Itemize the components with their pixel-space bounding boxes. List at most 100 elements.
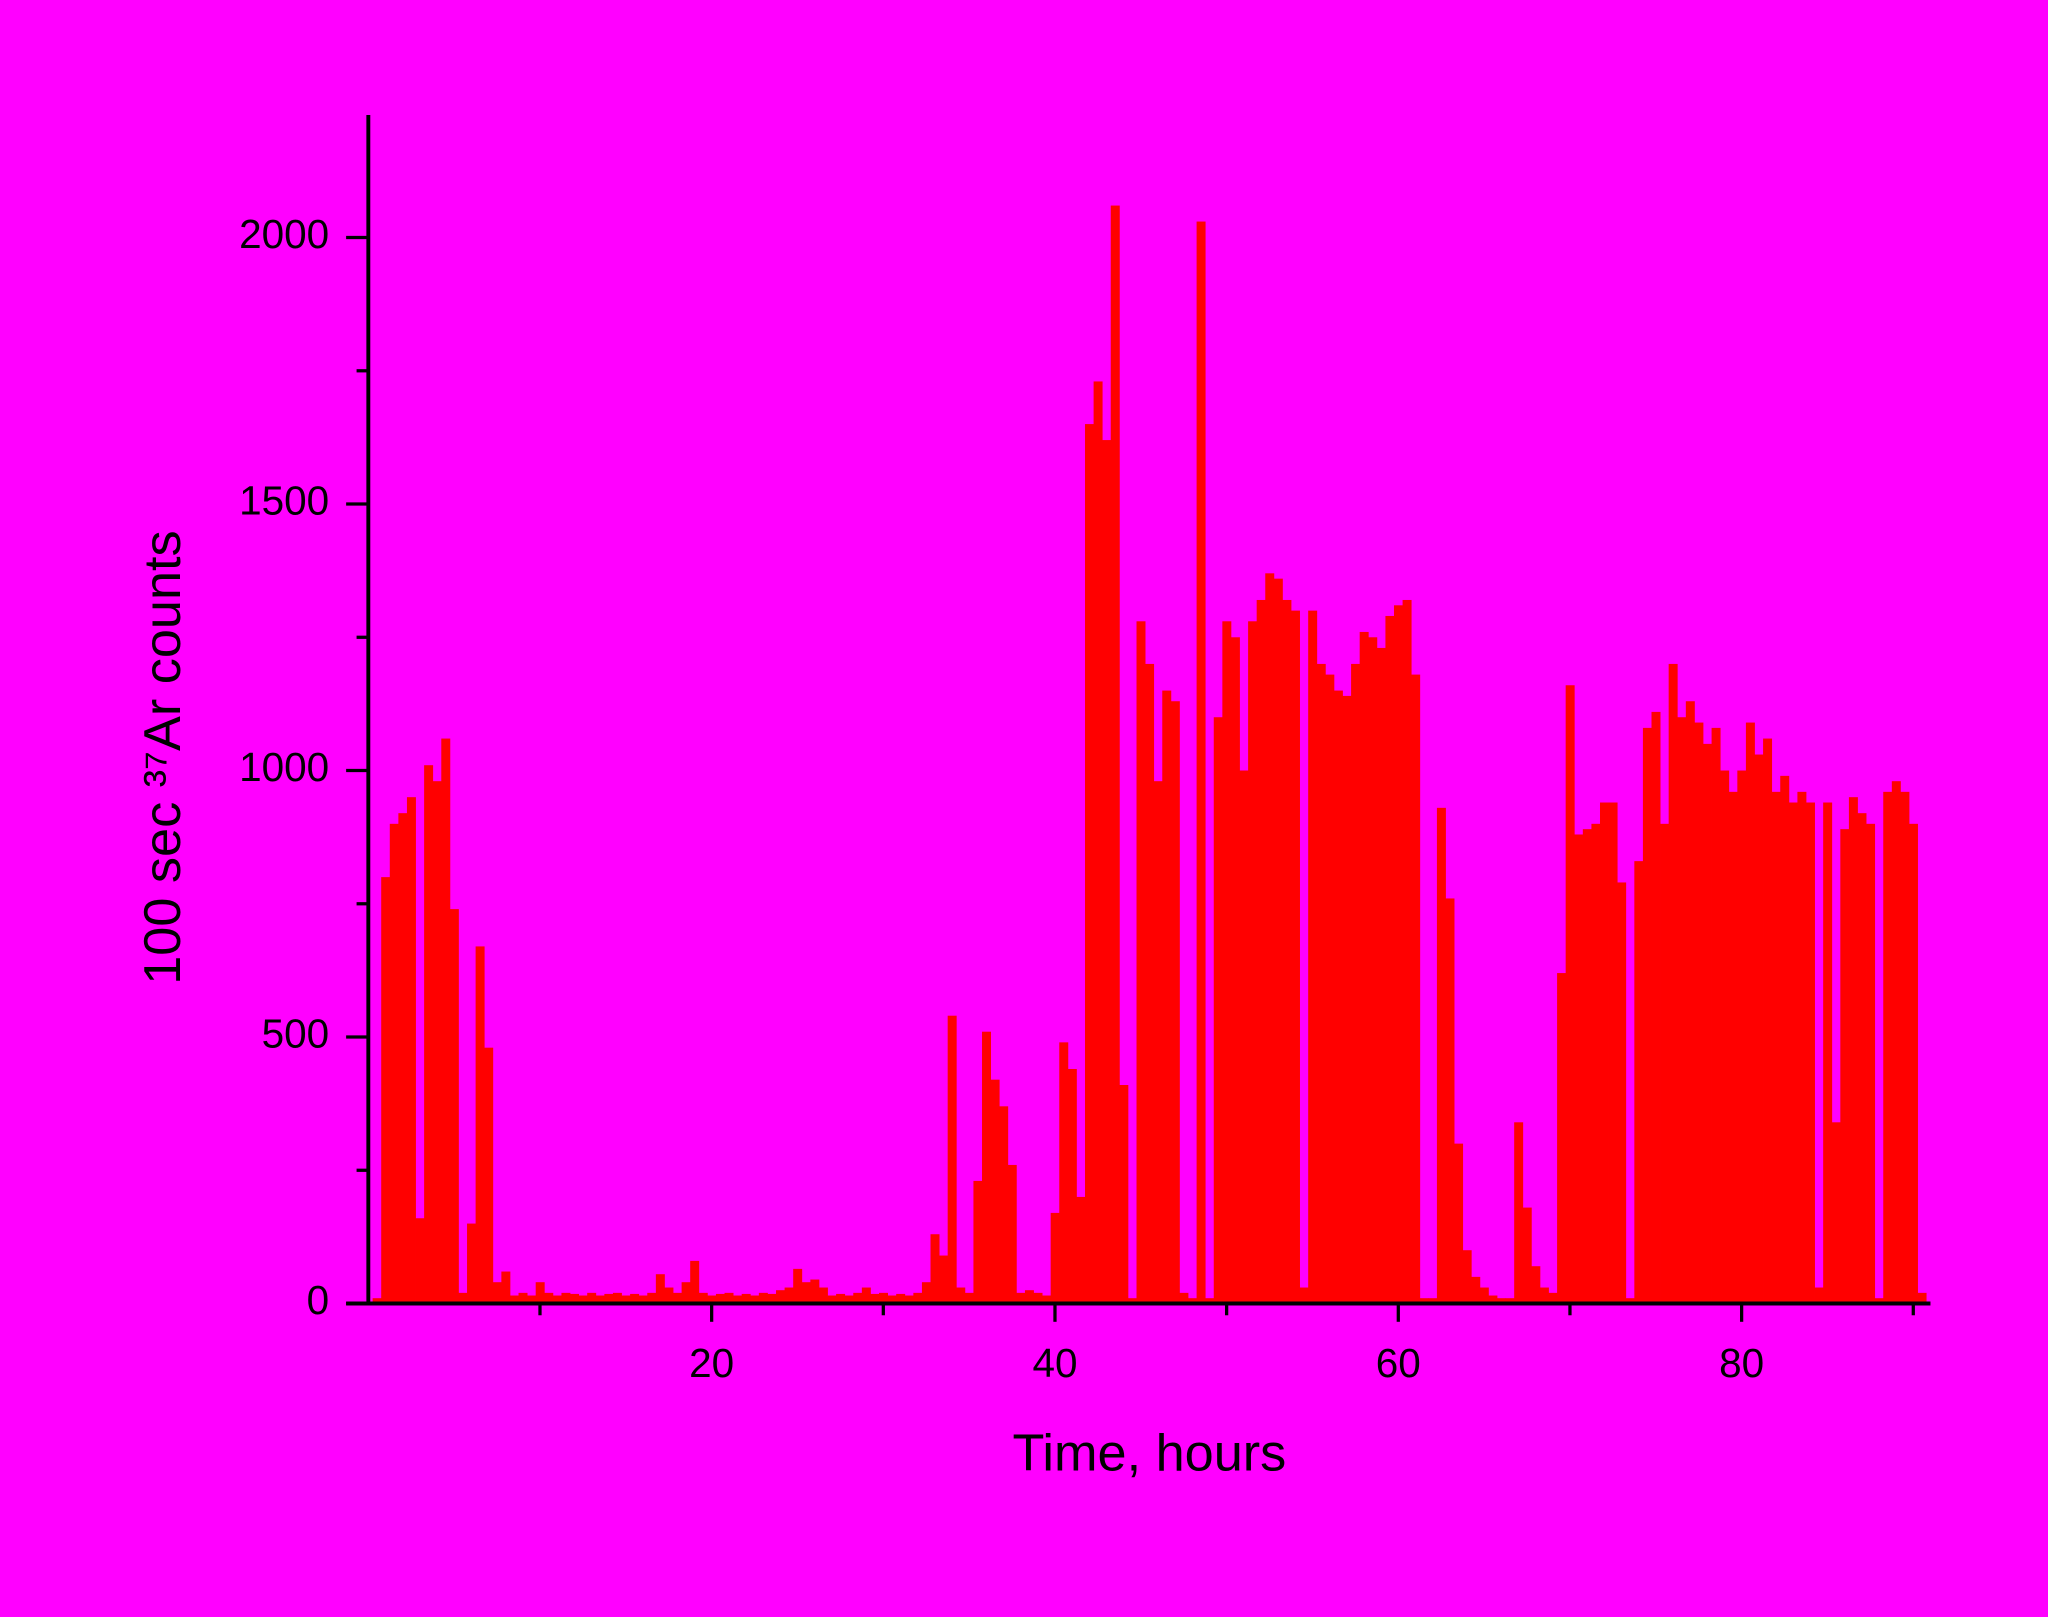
- bar: [1591, 823, 1601, 1304]
- bar: [1136, 621, 1146, 1304]
- bar: [1308, 610, 1318, 1304]
- bar: [1153, 781, 1163, 1304]
- bar: [1505, 1298, 1515, 1304]
- bar: [1548, 1292, 1558, 1304]
- bar: [1574, 834, 1584, 1304]
- bar: [561, 1292, 571, 1304]
- bar: [1333, 690, 1343, 1304]
- bar: [681, 1282, 691, 1304]
- x-tick-label: 60: [1376, 1340, 1421, 1386]
- bar: [1248, 621, 1258, 1304]
- bar: [827, 1295, 837, 1304]
- bar: [793, 1268, 803, 1304]
- plot-area: [372, 205, 1927, 1304]
- bar: [1110, 205, 1120, 1304]
- bar: [921, 1282, 931, 1304]
- y-tick-label: 1000: [239, 744, 329, 790]
- bar: [1059, 1042, 1069, 1304]
- bar: [724, 1292, 734, 1304]
- bar: [973, 1180, 983, 1304]
- bar: [1351, 663, 1361, 1304]
- bar: [1471, 1276, 1481, 1304]
- bar: [904, 1295, 914, 1304]
- bar: [389, 823, 399, 1304]
- bar: [1651, 711, 1661, 1304]
- bar: [527, 1295, 537, 1304]
- bar: [630, 1293, 640, 1304]
- bar: [707, 1295, 717, 1304]
- bar: [1342, 695, 1352, 1304]
- bar: [1685, 701, 1695, 1304]
- bar: [1840, 829, 1850, 1304]
- bar: [415, 1218, 425, 1304]
- bar: [990, 1079, 1000, 1304]
- bar: [733, 1295, 743, 1304]
- bar: [947, 1015, 957, 1304]
- bar: [1891, 781, 1901, 1304]
- bar: [1908, 823, 1918, 1304]
- bar: [544, 1292, 554, 1304]
- bar: [1694, 722, 1704, 1304]
- y-tick-label: 500: [262, 1011, 330, 1057]
- bar: [406, 797, 416, 1304]
- bar: [1522, 1207, 1532, 1304]
- bar: [964, 1292, 974, 1304]
- bar: [595, 1295, 605, 1304]
- bar: [1857, 813, 1867, 1304]
- bar: [1213, 717, 1223, 1304]
- bar: [1497, 1298, 1506, 1304]
- x-tick-label: 80: [1719, 1340, 1764, 1386]
- bar: [1299, 1287, 1309, 1304]
- bar: [879, 1292, 888, 1304]
- bar: [1273, 578, 1283, 1304]
- bar: [570, 1293, 580, 1304]
- bar: [1119, 1084, 1129, 1304]
- bar: [1702, 743, 1712, 1304]
- bar: [1428, 1298, 1438, 1304]
- bar: [1788, 802, 1798, 1304]
- bar: [1145, 663, 1155, 1304]
- bar: [853, 1292, 863, 1304]
- bar: [1488, 1295, 1498, 1304]
- bar: [1531, 1266, 1541, 1304]
- bar: [1102, 440, 1112, 1304]
- bar: [1797, 791, 1807, 1304]
- bar: [844, 1295, 854, 1304]
- bar: [1325, 674, 1335, 1304]
- bar: [441, 738, 451, 1304]
- bar: [767, 1293, 777, 1304]
- bar: [1196, 221, 1206, 1304]
- bar: [836, 1293, 846, 1304]
- bar: [1462, 1250, 1472, 1304]
- bar: [1711, 727, 1721, 1304]
- bar: [1093, 381, 1103, 1304]
- bar: [381, 877, 391, 1304]
- bar: [1085, 424, 1094, 1304]
- bar: [1170, 701, 1180, 1304]
- bar: [372, 1298, 382, 1304]
- bar: [1625, 1298, 1635, 1304]
- bar: [612, 1292, 622, 1304]
- bar: [604, 1293, 614, 1304]
- bar: [1316, 663, 1326, 1304]
- bar: [1677, 717, 1687, 1304]
- x-tick-label: 20: [689, 1340, 734, 1386]
- bar: [1394, 605, 1403, 1304]
- bar: [1024, 1290, 1034, 1304]
- bar: [398, 813, 408, 1304]
- bar: [1514, 1122, 1524, 1304]
- bar: [1874, 1298, 1884, 1304]
- bar: [1660, 823, 1670, 1304]
- y-tick-label: 0: [307, 1277, 330, 1323]
- bar: [475, 946, 485, 1304]
- bar: [1179, 1292, 1189, 1304]
- bar: [1282, 599, 1292, 1304]
- bar: [1127, 1298, 1137, 1304]
- bar: [621, 1295, 631, 1304]
- bar: [424, 765, 434, 1304]
- bar: [1076, 1196, 1086, 1304]
- bar: [655, 1274, 665, 1304]
- bar: [715, 1293, 725, 1304]
- bar: [939, 1255, 949, 1304]
